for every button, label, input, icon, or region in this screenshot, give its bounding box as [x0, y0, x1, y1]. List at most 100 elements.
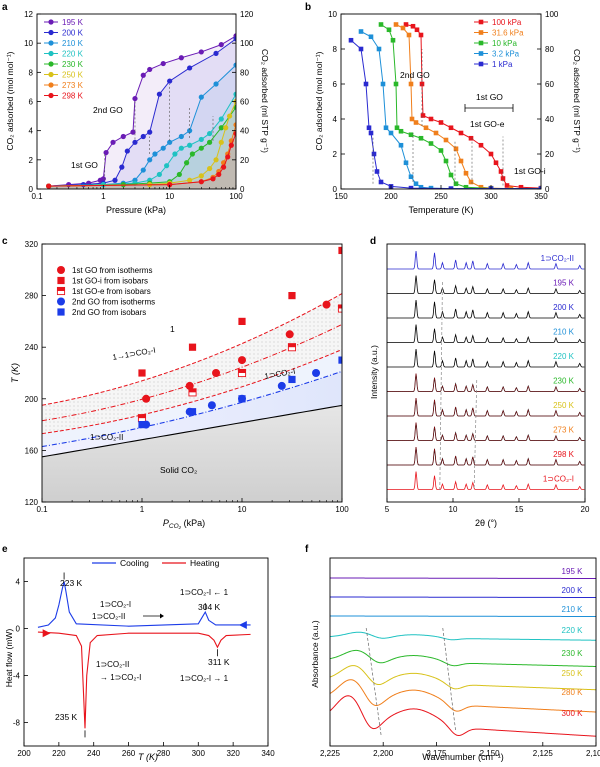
panel-c-point-2-1 [188, 388, 197, 393]
panel-a-point-2-8 [167, 139, 173, 145]
panel-b-point-0-3 [418, 32, 424, 38]
panel-b-point-4-3 [366, 125, 372, 131]
panel-d-trace-label-3: 210 K [553, 328, 575, 337]
panel-c-point-0-0 [142, 394, 151, 403]
panel-b-point-2-4 [394, 125, 400, 131]
panel-a-point-0-15 [218, 42, 224, 48]
panel-a-point-7-7 [228, 142, 234, 148]
panel-a-point-5-7 [218, 139, 224, 145]
panel-b-point-2-2 [390, 37, 396, 43]
panel-a-point-1-3 [112, 177, 118, 183]
panel-d-axes: 5 10 15 20 [385, 243, 590, 514]
panel-e-ytick-label: 0 [16, 625, 21, 634]
panel-b-point-3-11 [428, 185, 434, 189]
panel-a-xtick-label: 1 [101, 192, 106, 201]
panel-a-legend-label-0: 195 K [62, 18, 84, 27]
panel-a-point-3-6 [172, 151, 178, 157]
panel-b-point-3-2 [376, 46, 382, 52]
panel-c-frame [41, 243, 343, 503]
panel-b-point-0-17 [518, 184, 524, 189]
panel-a-point-3-8 [187, 142, 193, 148]
panel-c-point-0-5 [322, 300, 331, 309]
panel-b-point-3-7 [403, 160, 409, 166]
panel-d-trace-0 [387, 250, 585, 270]
panel-e-xtick-label: 340 [261, 749, 275, 758]
panel-a-annotation-2nd-go: 2nd GO [93, 105, 123, 115]
panel-e-ytick-label: -8 [13, 719, 21, 728]
panel-d-trace-label-2: 200 K [553, 303, 575, 312]
panel-b-legend-marker-0 [478, 19, 484, 25]
panel-f-trace-1 [330, 596, 596, 598]
panel-b-point-2-11 [448, 172, 454, 178]
panel-b-xtick-label: 300 [484, 192, 498, 201]
panel-a-legend-label-7: 298 K [62, 92, 84, 101]
panel-c-xtick-label: 0.1 [36, 505, 48, 514]
panel-a-ytick-label: 8 [29, 68, 34, 77]
panel-a-legend-marker-2 [48, 40, 54, 46]
panel-f-trace-4 [329, 649, 597, 667]
panel-c-boundary-solid [42, 404, 342, 458]
panel-b-point-2-8 [428, 141, 434, 146]
panel-b-point-3-8 [408, 174, 414, 180]
panel-letter-d: d [370, 236, 376, 247]
panel-a-point-1-11 [187, 65, 193, 71]
panel-a-xtick-label: 10 [165, 192, 174, 201]
panel-e-xtick-label: 320 [226, 749, 240, 758]
panel-a-ytick-label: 6 [29, 98, 34, 107]
panel-d-trace-label-1: 195 K [553, 279, 575, 288]
panel-c-point-3-2 [207, 401, 216, 410]
panel-a-point-0-7 [120, 133, 126, 140]
panel-a-point-1-4 [119, 164, 125, 170]
panel-e-y-label: Heat flow (mW) [4, 629, 14, 688]
panel-a-point-7-4 [216, 171, 222, 178]
panel-a-ytick-label: 0 [29, 185, 34, 194]
panel-d-trace-label-0: 1⊃CO₂-II [541, 254, 574, 263]
panel-f-x-label: Wavenumber (cm⁻¹) [422, 752, 503, 762]
panel-f-xtick-label: 2,125 [533, 749, 554, 758]
panel-a-point-0-8 [130, 129, 136, 135]
panel-e-xtick-label: 200 [17, 749, 31, 758]
panel-a-point-2-5 [147, 157, 153, 163]
panel-c-point-4-4 [338, 356, 342, 364]
panel-b-y2tick-label: 80 [545, 45, 554, 54]
panel-e-annotation-heating-2: → 1⊃CO₂-I [100, 673, 141, 682]
panel-a-point-1-7 [140, 133, 146, 140]
panel-b-point-0-6 [428, 116, 434, 122]
panel-d-guide-2 [473, 379, 478, 491]
panel-letter-e: e [2, 544, 8, 555]
panel-c-legend-marker-2 [57, 287, 65, 291]
panel-b-xtick-label: 350 [534, 192, 548, 201]
panel-d-trace-1 [387, 275, 585, 294]
panel-b-legend-marker-2 [478, 40, 484, 46]
panel-b-y2tick-label: 40 [545, 115, 554, 124]
panel-d-fit-6 [387, 397, 585, 417]
panel-b-point-1-1 [400, 25, 406, 31]
panel-b-xtick-label: 200 [384, 192, 398, 201]
panel-c-ytick-label: 120 [25, 498, 39, 507]
panel-f-trace-3 [329, 631, 597, 641]
panel-c-region-1: 1 [170, 324, 175, 334]
panel-b-point-2-9 [438, 148, 444, 153]
panel-a-point-0-13 [178, 55, 184, 61]
panel-b-ytick-label: 2 [333, 150, 338, 159]
panel-a-point-7-3 [210, 176, 216, 182]
panel-b-point-4-0 [348, 37, 354, 43]
panel-e-frame [23, 557, 269, 747]
panel-a-legend-label-4: 230 K [62, 60, 84, 69]
panel-letter-c: c [2, 236, 8, 247]
panel-b-point-3-4 [383, 125, 389, 131]
panel-d-trace-9 [387, 471, 585, 490]
panel-d-fit-7 [387, 422, 585, 441]
panel-f-y-label: Absorbance (a.u.) [310, 620, 320, 688]
panel-b-point-1-3 [408, 81, 414, 87]
panel-e-series [37, 572, 251, 738]
panel-f-trace-label-5: 250 K [562, 669, 584, 678]
panel-b-point-4-7 [378, 179, 384, 185]
panel-d-trace-4 [387, 348, 585, 368]
panel-b-point-1-9 [453, 146, 459, 152]
panel-a-legend-label-2: 210 K [62, 39, 84, 48]
panel-b-point-4-10 [448, 186, 454, 189]
panel-a-point-1-5 [124, 148, 130, 154]
panel-b-y2-label: CO₂ adsorbed (ml STP g⁻¹) [572, 49, 582, 153]
